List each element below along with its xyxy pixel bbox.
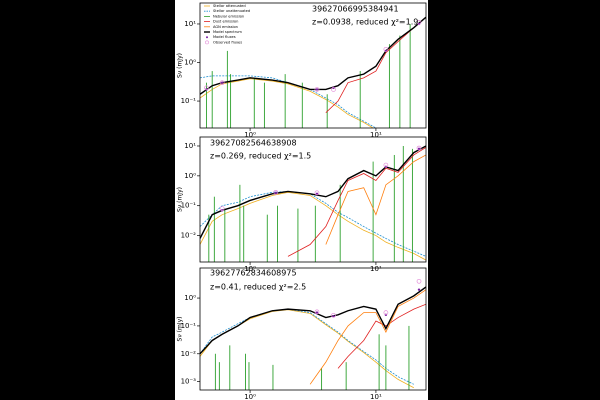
y-tick-label: 10⁻² [181, 232, 197, 240]
observed-flux [331, 312, 336, 318]
x-tick-label: 10¹ [370, 131, 382, 139]
observed-flux [219, 206, 225, 211]
legend-swatch [205, 40, 209, 45]
legend-label: Dust emission [213, 20, 238, 24]
y-tick-label: 10⁻¹ [181, 97, 197, 105]
y-tick-label: 10⁰ [184, 59, 196, 67]
model-flux [417, 147, 421, 151]
observed-flux [416, 145, 422, 151]
series-line [200, 191, 426, 257]
figure-area [175, 0, 428, 400]
series-line [337, 303, 426, 369]
y-tick-label: 10⁻² [181, 350, 197, 358]
series-line [309, 289, 426, 385]
plot-area [200, 145, 426, 262]
series-line [200, 308, 414, 385]
plot-area [200, 278, 426, 390]
y-tick-label: 10⁻¹ [181, 322, 197, 330]
observed-flux [204, 85, 209, 91]
observed-flux [273, 189, 279, 195]
panel-subtitle: z=0.269, reduced χ²=1.5 [210, 152, 311, 161]
axes-frame [199, 136, 427, 263]
axes-frame [199, 267, 427, 391]
series-line [325, 154, 426, 245]
y-axis-label: Sν (mJy) [177, 187, 184, 212]
axes-frame [199, 2, 427, 129]
y-axis-label: Sν (mJy) [177, 53, 184, 78]
observed-flux [416, 20, 422, 25]
observed-flux [314, 309, 320, 315]
x-tick-label: 10⁰ [244, 265, 256, 273]
panel-subtitle: z=0.41, reduced χ²=2.5 [210, 283, 306, 292]
legend-label: Model spectrum [213, 30, 242, 34]
series-line [200, 286, 426, 355]
legend-label: Nebular emission [213, 14, 244, 18]
observed-flux [219, 80, 225, 86]
series-line [200, 145, 426, 239]
series-line [200, 191, 426, 261]
legend-label: Observed fluxes [213, 40, 242, 44]
panel-title: 39627762834608975 [210, 269, 297, 278]
observed-flux [314, 87, 320, 92]
x-tick-label: 10⁰ [244, 131, 256, 139]
x-tick-label: 10¹ [370, 393, 382, 400]
x-tick-label: 10⁰ [244, 393, 256, 400]
observed-flux [383, 310, 389, 315]
x-tick-label: 10¹ [370, 265, 382, 273]
model-flux [274, 191, 277, 195]
y-axis-label: Sν (mJy) [177, 317, 184, 342]
series-line [200, 16, 426, 95]
series-line [287, 147, 426, 257]
observed-flux [331, 87, 336, 92]
legend-label: AGN emission [213, 25, 238, 29]
panel-subtitle: z=0.0938, reduced χ²=1.9 [312, 18, 418, 27]
panel-title: 39627082564638908 [210, 139, 297, 148]
model-flux [315, 88, 319, 91]
observed-flux [314, 190, 320, 196]
observed-flux [383, 162, 389, 168]
y-tick-label: 10¹ [184, 20, 196, 28]
y-tick-label: 10⁻¹ [181, 202, 197, 210]
y-tick-label: 10⁻³ [181, 378, 197, 386]
panel-title: 39627066995384941 [312, 5, 399, 14]
plot-area [200, 16, 426, 128]
legend-label: Model fluxes [213, 35, 236, 39]
y-tick-label: 10⁰ [184, 294, 196, 302]
legend-label: Stellar unattenuated [213, 9, 250, 13]
model-flux [220, 81, 224, 84]
observed-flux [416, 278, 422, 284]
y-tick-label: 10¹ [184, 142, 196, 150]
observed-flux [383, 46, 389, 52]
y-tick-label: 10⁰ [184, 172, 196, 180]
model-flux [417, 288, 421, 291]
model-flux [315, 311, 319, 314]
legend-swatch [206, 36, 208, 39]
legend-label: Stellar attenuated [213, 4, 246, 8]
